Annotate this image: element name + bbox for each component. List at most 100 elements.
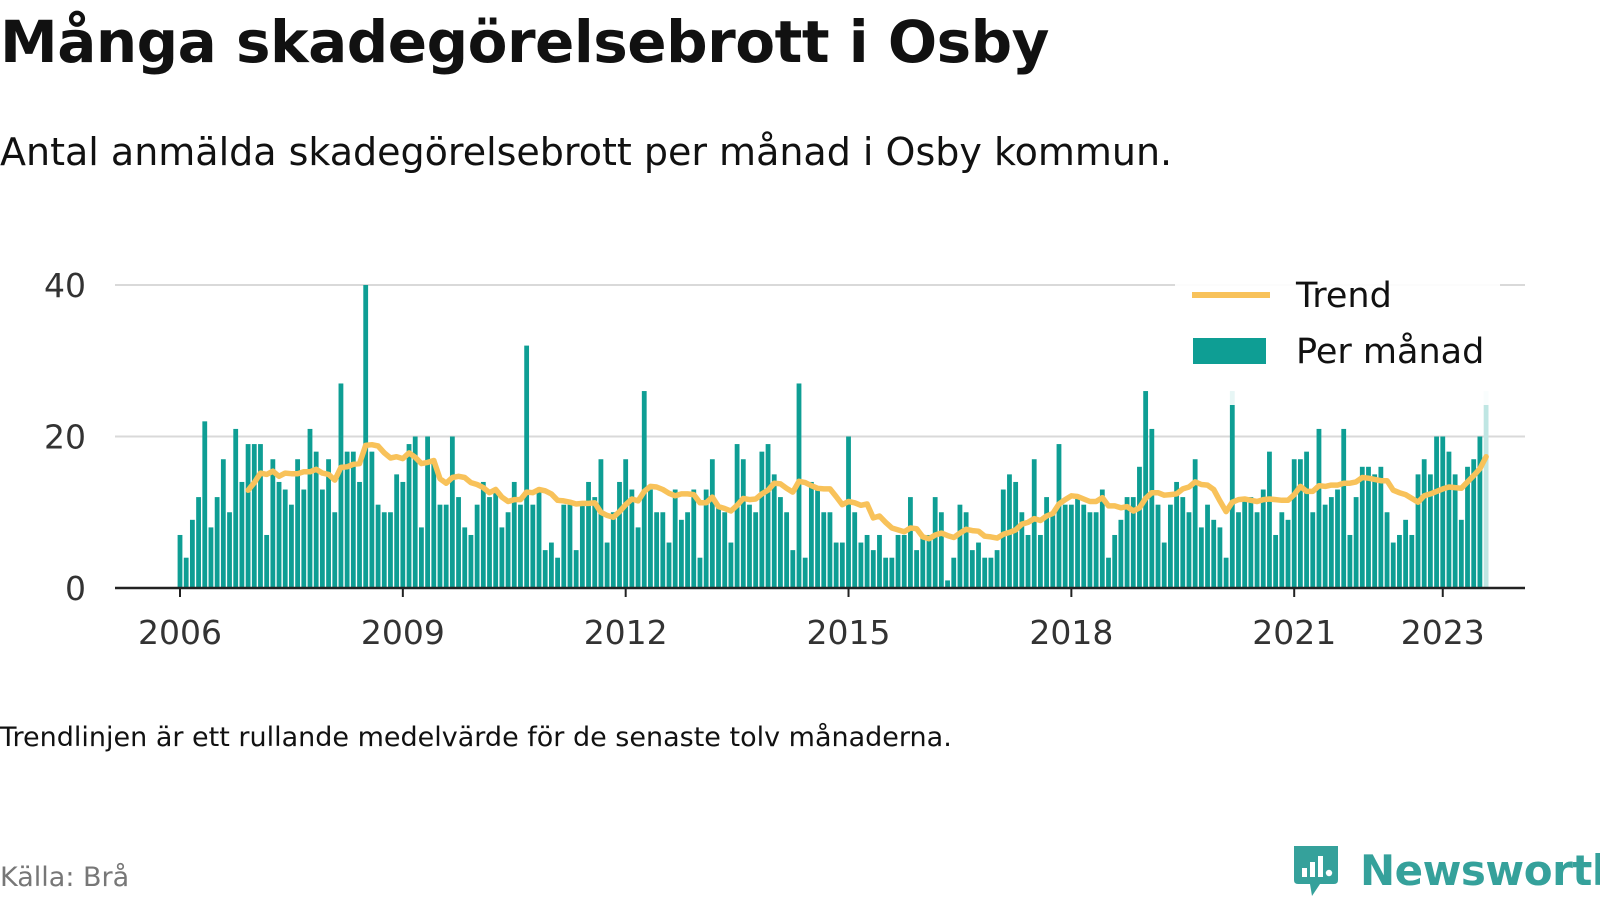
bar (1062, 504, 1068, 588)
bar (938, 512, 944, 588)
bar (1044, 497, 1049, 588)
bar (1149, 428, 1155, 588)
bar (1397, 534, 1402, 588)
bar (357, 481, 362, 588)
bar (301, 489, 307, 588)
bar (771, 474, 777, 588)
bar (183, 557, 189, 588)
y-tick-label: 20 (44, 418, 86, 457)
bar (350, 451, 356, 588)
bar (1242, 497, 1248, 588)
bar (1254, 512, 1260, 588)
bar (982, 557, 988, 588)
bar (1366, 466, 1371, 588)
bar (1137, 466, 1142, 588)
bar (462, 527, 468, 588)
bar (709, 459, 715, 588)
bar (1335, 489, 1340, 588)
bar (1359, 466, 1365, 588)
bar (660, 512, 666, 588)
bar (511, 481, 517, 588)
bar (1013, 481, 1019, 588)
y-tick-label: 40 (44, 266, 86, 305)
bar (759, 451, 765, 588)
bar (326, 459, 331, 588)
bar (499, 527, 505, 588)
bar (1403, 519, 1409, 588)
bar (1434, 436, 1439, 588)
bar (969, 550, 975, 588)
newsworthy-logo-icon (1294, 846, 1338, 896)
bar (908, 497, 913, 588)
bar (691, 489, 697, 588)
bar (1236, 512, 1241, 588)
bar (740, 459, 746, 588)
bar (1279, 512, 1285, 588)
legend-bar-swatch (1193, 338, 1266, 364)
bar (901, 534, 907, 588)
bar (926, 534, 932, 588)
legend: Trend Per månad (1175, 276, 1500, 405)
bar (734, 444, 740, 588)
bar (945, 580, 950, 588)
bar (419, 527, 424, 588)
bar (406, 444, 412, 588)
bar (1174, 481, 1179, 588)
bar (1267, 451, 1272, 588)
bar (1068, 504, 1074, 588)
bar (245, 444, 251, 588)
bar (976, 542, 981, 588)
bar (307, 428, 313, 588)
bar (524, 345, 530, 588)
bar (468, 534, 474, 588)
bar (493, 489, 499, 588)
bar (1248, 497, 1254, 588)
bar (895, 534, 901, 588)
bar (1124, 497, 1130, 588)
x-tick-label: 2012 (584, 613, 668, 652)
bar (530, 504, 536, 588)
bar (1000, 489, 1006, 588)
x-tick-label: 2006 (138, 613, 222, 652)
bar (846, 436, 851, 588)
bar (1452, 474, 1458, 588)
bar (313, 451, 319, 588)
bar (703, 489, 709, 588)
bar (1130, 497, 1136, 588)
bar (1081, 504, 1087, 588)
bar (1316, 428, 1322, 588)
bar (1483, 391, 1489, 588)
bar (716, 504, 721, 588)
bar (617, 481, 622, 588)
bar (1465, 466, 1470, 588)
bar (1168, 504, 1173, 588)
bar (932, 497, 938, 588)
bar (833, 542, 839, 588)
bar (815, 489, 820, 588)
x-tick-label: 2021 (1252, 613, 1336, 652)
bar (1446, 451, 1452, 588)
bar (802, 557, 808, 588)
y-tick-label: 0 (65, 569, 86, 608)
bar (635, 527, 641, 588)
bar (214, 497, 220, 588)
brand-name: Newsworthy (1360, 846, 1600, 895)
bar (623, 459, 629, 588)
bar (988, 557, 994, 588)
bar (883, 557, 889, 588)
bar (920, 534, 926, 588)
newsworthy-brand: Newsworthy (1290, 842, 1600, 902)
x-ticks: 2006 2009 2012 2015 2018 2021 2023 (138, 588, 1485, 652)
bar (672, 489, 678, 588)
bar (1056, 444, 1062, 588)
y-tick-labels: 0 20 40 (44, 266, 86, 608)
bar (1291, 459, 1297, 588)
bar (1372, 474, 1378, 588)
bar (425, 436, 430, 588)
bar (567, 504, 573, 588)
bar (1458, 519, 1464, 588)
bar (821, 512, 827, 588)
bar (1161, 542, 1167, 588)
bar (394, 474, 400, 588)
bar (598, 459, 604, 588)
